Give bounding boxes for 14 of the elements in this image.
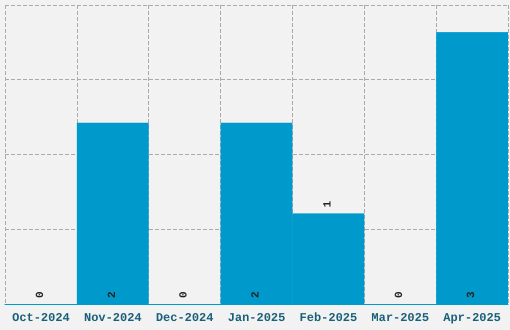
x-tick-label: Oct-2024 [12, 311, 70, 325]
data-label: 2 [106, 291, 119, 298]
x-tick-label: Nov-2024 [84, 311, 142, 325]
x-tick-label: Feb-2025 [300, 311, 358, 325]
data-label: 3 [466, 291, 478, 298]
data-label: 0 [34, 291, 47, 298]
data-label: 2 [250, 291, 262, 298]
x-tick-label: Jan-2025 [228, 311, 286, 325]
x-tick-label: Apr-2025 [443, 311, 501, 325]
data-label: 1 [322, 200, 334, 208]
x-tick-label: Dec-2024 [156, 311, 214, 325]
data-label: 0 [178, 291, 191, 298]
x-tick-label: Mar-2025 [371, 311, 430, 325]
data-label: 0 [394, 291, 406, 298]
